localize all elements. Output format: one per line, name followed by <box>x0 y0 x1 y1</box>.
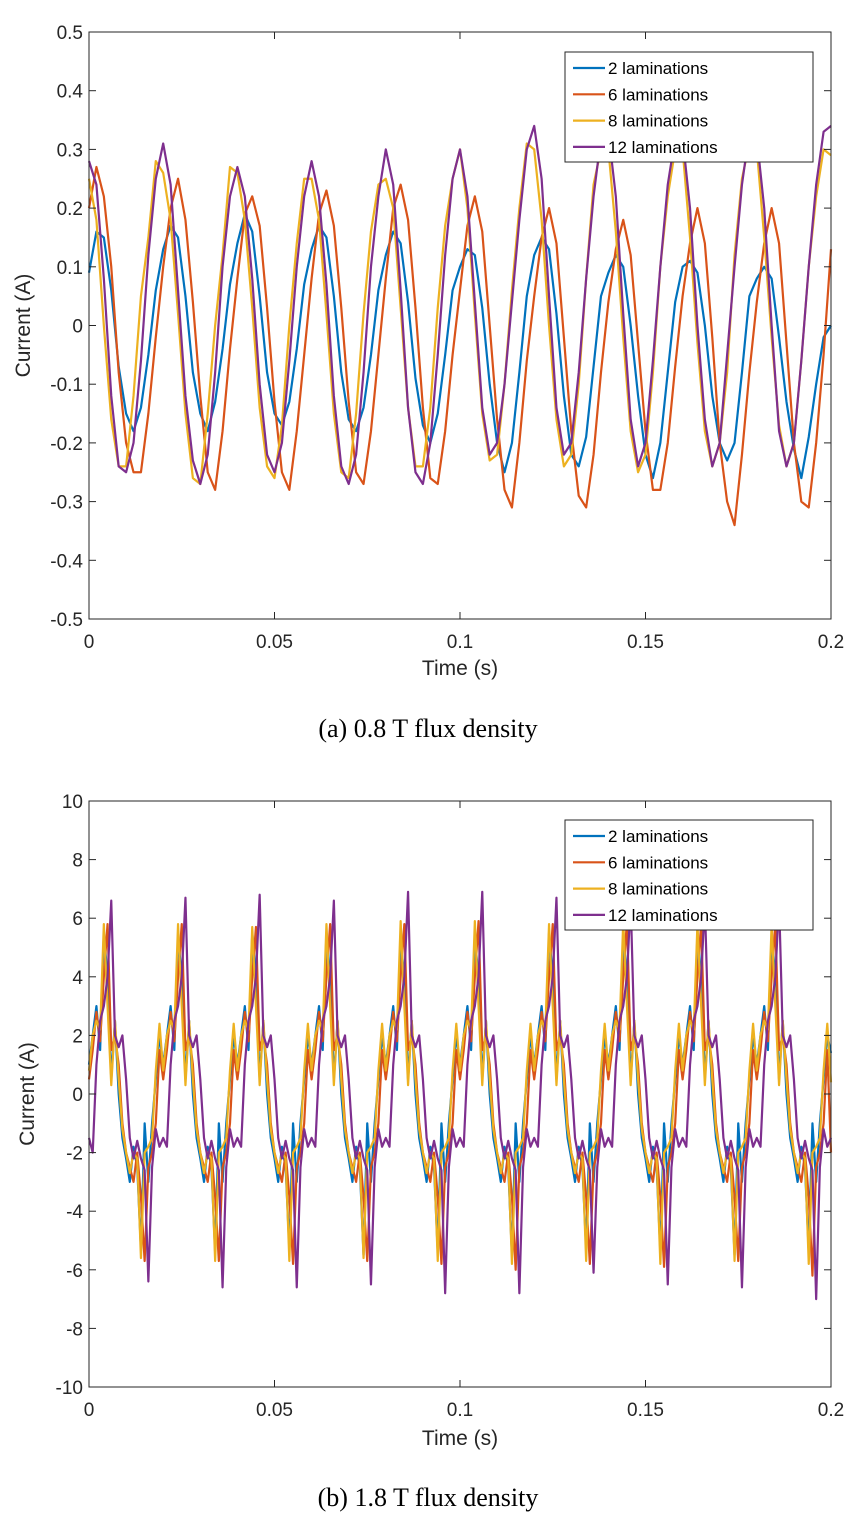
y-tick-label: -8 <box>66 1319 83 1340</box>
legend: 2 laminations 6 laminations 8 laminations 1… <box>564 51 814 163</box>
x-tick-label: 0.1 <box>447 632 473 653</box>
y-tick-label: 0.1 <box>57 258 83 279</box>
x-axis-label: Time (s) <box>422 1427 498 1450</box>
legend-entry: 8 laminations <box>608 112 708 131</box>
chart-a: 0 0.05 0.1 0.15 0.2 -0.5 -0.4 -0.3 -0.2 -0.1 0 0.1 0… <box>12 23 844 743</box>
y-tick-label: -0.2 <box>50 434 83 455</box>
figure-caption: (b) 1.8 T flux density <box>318 1483 539 1512</box>
y-tick-label: 4 <box>72 968 83 989</box>
chart-b: 0 0.05 0.1 0.15 0.2 -10 -8 -6 -4 -2 0 2 4 6 8 10 Time (s… <box>16 792 844 1512</box>
y-tick-label: -2 <box>66 1144 83 1165</box>
y-tick-label: 0.3 <box>57 140 83 161</box>
y-tick-label: -10 <box>56 1378 83 1399</box>
legend-entry: 2 laminations <box>608 59 708 78</box>
series-line-12-laminations <box>87 124 832 486</box>
y-tick-label: 0 <box>72 317 83 338</box>
series-line-8-laminations <box>87 920 833 1266</box>
y-tick-label: -0.1 <box>50 375 83 396</box>
series-line-6-laminations <box>87 165 833 527</box>
y-tick-label: 6 <box>72 909 83 930</box>
legend-entry: 8 laminations <box>608 880 708 899</box>
y-tick-label: -0.4 <box>50 551 83 572</box>
y-tick-label: 2 <box>72 1026 83 1047</box>
y-tick-label: 0.4 <box>57 82 84 103</box>
legend-entry: 12 laminations <box>608 906 718 925</box>
legend-entry: 6 laminations <box>608 853 708 872</box>
y-tick-label: -6 <box>66 1261 83 1282</box>
legend: 2 laminations 6 laminations 8 laminations 1… <box>564 819 814 931</box>
legend-box <box>564 819 814 931</box>
y-tick-label: 0.5 <box>57 23 83 44</box>
x-tick-label: 0.2 <box>818 632 844 653</box>
x-tick-label: 0.15 <box>627 632 664 653</box>
x-tick-label: 0.1 <box>447 1400 473 1421</box>
x-tick-label: 0 <box>84 1400 95 1421</box>
y-tick-label: 10 <box>62 792 83 813</box>
x-tick-label: 0.05 <box>256 1400 293 1421</box>
legend-entry: 2 laminations <box>608 827 708 846</box>
figure-caption: (a) 0.8 T flux density <box>318 714 537 743</box>
series-line-6-laminations <box>87 920 833 1277</box>
x-axis-label: Time (s) <box>422 657 498 680</box>
y-tick-label: 0.2 <box>57 199 83 220</box>
y-axis-label: Current (A) <box>12 274 35 378</box>
x-tick-label: 0.2 <box>818 1400 844 1421</box>
y-tick-label: -0.3 <box>50 493 83 514</box>
legend-entry: 6 laminations <box>608 85 708 104</box>
x-tick-label: 0.05 <box>256 632 293 653</box>
series-line-12-laminations <box>87 890 833 1301</box>
y-tick-label: -4 <box>66 1202 83 1223</box>
x-tick-label: 0 <box>84 632 95 653</box>
y-tick-label: -0.5 <box>50 610 83 631</box>
legend-entry: 12 laminations <box>608 138 718 157</box>
y-tick-label: 0 <box>72 1085 83 1106</box>
legend-box <box>564 51 814 163</box>
y-axis-label: Current (A) <box>16 1042 39 1146</box>
x-tick-label: 0.15 <box>627 1400 664 1421</box>
y-tick-label: 8 <box>72 851 83 872</box>
